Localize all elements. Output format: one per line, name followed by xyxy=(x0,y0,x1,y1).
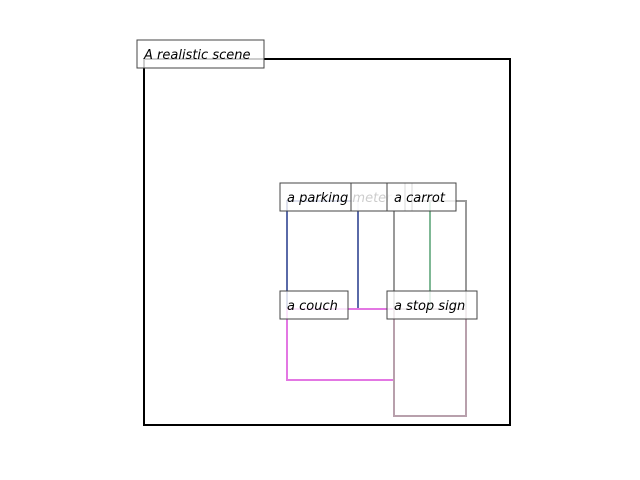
carrot-label-text: a carrot xyxy=(394,191,446,206)
scene-frame xyxy=(143,58,511,426)
stop-sign-label: a stop sign xyxy=(386,290,478,320)
scene-label-text: A realistic scene xyxy=(143,48,250,63)
couch-box xyxy=(286,308,395,381)
stop-sign-box xyxy=(393,308,467,417)
couch-label: a couch xyxy=(279,290,349,320)
couch-label-text: a couch xyxy=(287,299,338,314)
stop-sign-label-text: a stop sign xyxy=(394,299,465,314)
carrot-label: a carrot xyxy=(386,182,457,212)
scene-label: A realistic scene xyxy=(136,39,265,69)
